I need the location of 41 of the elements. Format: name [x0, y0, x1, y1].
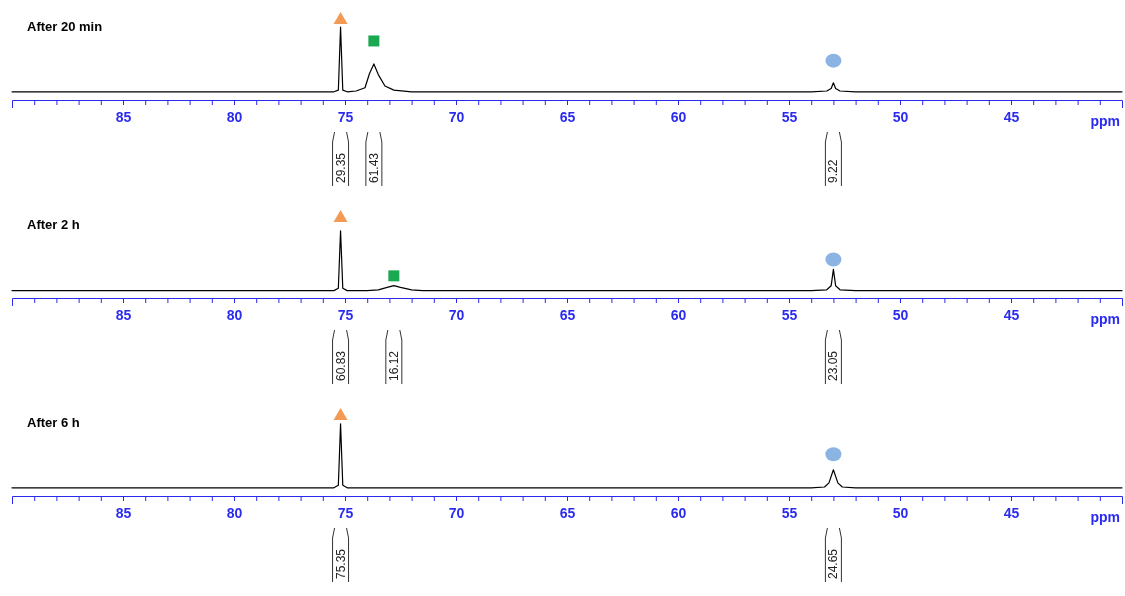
- text: 9.22: [826, 159, 841, 183]
- x-tick-label: 75: [337, 307, 354, 323]
- text: 16.12: [386, 350, 401, 381]
- x-tick-label: 80: [226, 109, 243, 125]
- text: 29.35: [333, 152, 348, 183]
- x-tick-label: 85: [115, 505, 132, 521]
- text: 23.05: [826, 350, 841, 381]
- text: 61.43: [366, 152, 381, 183]
- x-tick-label: 50: [892, 505, 909, 521]
- text: 60.83: [333, 350, 348, 381]
- x-tick-label: 55: [781, 505, 798, 521]
- text: 24.65: [826, 548, 841, 579]
- x-axis-title: ppm: [1090, 509, 1120, 525]
- x-tick-label: 55: [781, 307, 798, 323]
- x-tick-label: 45: [1003, 505, 1020, 521]
- chart-title: After 6 h: [27, 415, 80, 430]
- x-axis-title: ppm: [1090, 113, 1120, 129]
- x-tick-label: 80: [226, 307, 243, 323]
- x-tick-label: 60: [670, 505, 687, 521]
- x-tick-label: 65: [559, 109, 576, 125]
- x-tick-label: 45: [1003, 307, 1020, 323]
- x-tick-label: 85: [115, 307, 132, 323]
- x-tick-label: 70: [448, 505, 465, 521]
- x-tick-label: 65: [559, 505, 576, 521]
- chart-title: After 20 min: [27, 19, 103, 34]
- x-tick-label: 50: [892, 109, 909, 125]
- x-tick-label: 70: [448, 109, 465, 125]
- x-tick-label: 45: [1003, 109, 1020, 125]
- x-tick-label: 80: [226, 505, 243, 521]
- x-tick-label: 70: [448, 307, 465, 323]
- x-tick-label: 75: [337, 109, 354, 125]
- x-tick-label: 65: [559, 307, 576, 323]
- text: 75.35: [333, 548, 348, 579]
- x-axis-title: ppm: [1090, 311, 1120, 327]
- x-tick-label: 55: [781, 109, 798, 125]
- x-tick-label: 60: [670, 307, 687, 323]
- x-tick-label: 60: [670, 109, 687, 125]
- x-tick-label: 75: [337, 505, 354, 521]
- x-tick-label: 50: [892, 307, 909, 323]
- chart-title: After 2 h: [27, 217, 80, 232]
- x-tick-label: 85: [115, 109, 132, 125]
